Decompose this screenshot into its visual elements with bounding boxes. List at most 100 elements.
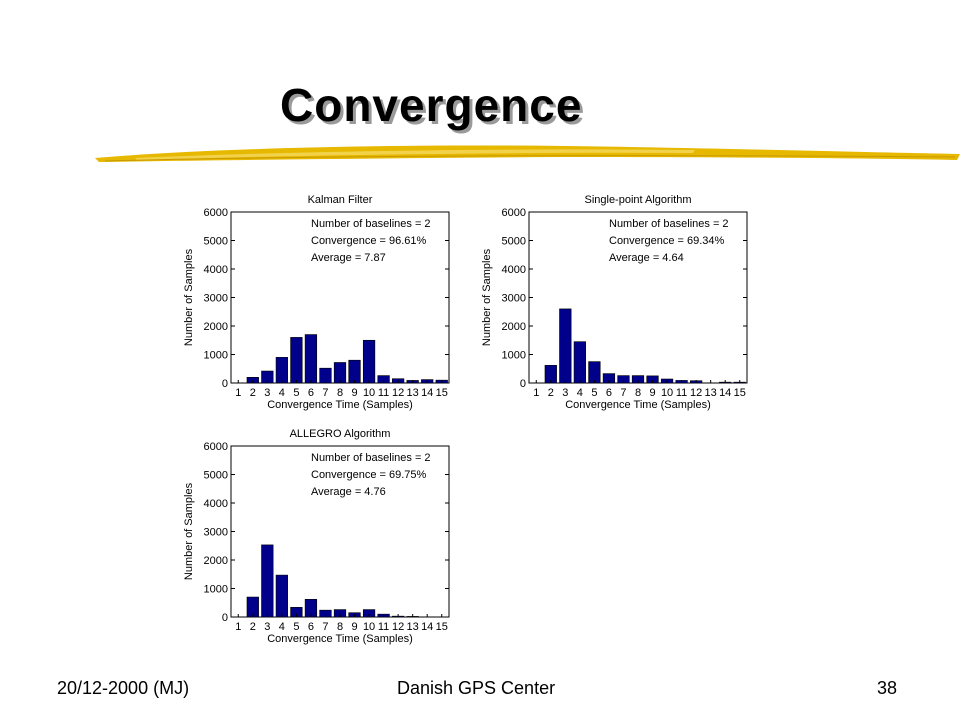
x-tick-label: 12 <box>690 387 702 399</box>
chart-single-point: Single-point Algorithm 0 1000 2000 3000 4000 5… <box>478 186 758 423</box>
bar <box>348 359 361 384</box>
annotation-text: Average = 7.87 <box>311 252 386 264</box>
annotation-text: Convergence = 69.34% <box>609 235 724 247</box>
y-tick-label: 3000 <box>502 293 526 305</box>
x-tick-label: 9 <box>649 387 655 399</box>
bar <box>559 308 572 384</box>
y-tick-label: 5000 <box>204 470 228 482</box>
x-tick-label: 15 <box>436 387 448 399</box>
y-tick-label: 0 <box>222 612 228 624</box>
x-tick-label: 5 <box>293 387 299 399</box>
title-underline-swoosh <box>95 145 960 162</box>
y-tick-label: 5000 <box>502 236 526 248</box>
annotation-text: Convergence = 96.61% <box>311 235 426 247</box>
x-tick-label: 3 <box>562 387 568 399</box>
y-axis-label: Number of Samples <box>481 248 493 346</box>
chart-title: ALLEGRO Algorithm <box>290 428 391 440</box>
x-tick-label: 10 <box>661 387 673 399</box>
bar <box>362 339 376 384</box>
plot-frame <box>230 211 450 384</box>
bar <box>333 362 347 384</box>
y-tick-label: 6000 <box>204 441 228 453</box>
y-tick-label: 6000 <box>204 207 228 219</box>
chart-allegro: ALLEGRO Algorithm 0 1000 2000 3000 4000 5000 60… <box>180 420 460 657</box>
bar <box>304 334 318 384</box>
x-tick-label: 4 <box>279 621 285 633</box>
x-tick-label: 11 <box>378 621 389 633</box>
annotation-text: Average = 4.64 <box>609 252 684 264</box>
y-tick-label: 2000 <box>204 555 228 567</box>
x-tick-label: 12 <box>392 621 404 633</box>
x-tick-label: 8 <box>635 387 641 399</box>
x-tick-label: 9 <box>351 387 357 399</box>
y-tick-label: 4000 <box>204 264 228 276</box>
x-tick-label: 13 <box>407 621 419 633</box>
y-tick-label: 3000 <box>204 527 228 539</box>
y-tick-label: 5000 <box>204 236 228 248</box>
bar <box>275 574 288 618</box>
footer-date: 20/12-2000 (MJ) <box>57 678 190 698</box>
annotation-text: Average = 4.76 <box>311 486 386 498</box>
bar <box>261 544 274 618</box>
x-axis-label: Convergence Time (Samples) <box>267 399 413 411</box>
x-tick-label: 14 <box>421 387 433 399</box>
y-tick-label: 3000 <box>204 293 228 305</box>
x-tick-label: 13 <box>407 387 419 399</box>
x-tick-label: 3 <box>264 621 270 633</box>
slide-title: Convergence <box>280 79 583 131</box>
bar <box>290 337 303 384</box>
x-tick-label: 1 <box>235 387 241 399</box>
y-axis-label: Number of Samples <box>183 248 195 346</box>
x-tick-label: 7 <box>322 387 328 399</box>
x-tick-label: 11 <box>676 387 687 399</box>
x-tick-label: 4 <box>577 387 583 399</box>
x-tick-label: 5 <box>591 387 597 399</box>
x-tick-label: 15 <box>436 621 448 633</box>
annotation-text: Number of baselines = 2 <box>311 452 431 464</box>
x-tick-label: 5 <box>293 621 299 633</box>
footer-page-number: 38 <box>877 678 898 698</box>
x-tick-label: 11 <box>378 387 389 399</box>
y-tick-label: 1000 <box>502 350 526 362</box>
y-axis-label: Number of Samples <box>183 482 195 580</box>
y-tick-label: 4000 <box>204 498 228 510</box>
bar <box>573 341 586 384</box>
x-tick-label: 7 <box>322 621 328 633</box>
annotation-text: Convergence = 69.75% <box>311 469 426 481</box>
x-tick-label: 6 <box>606 387 612 399</box>
x-tick-label: 1 <box>533 387 539 399</box>
x-tick-label: 2 <box>250 387 256 399</box>
footer-center-name: Danish GPS Center <box>397 678 556 698</box>
x-tick-label: 2 <box>548 387 554 399</box>
x-tick-label: 8 <box>337 387 343 399</box>
y-tick-label: 1000 <box>204 584 228 596</box>
y-tick-label: 2000 <box>204 321 228 333</box>
x-tick-label: 15 <box>734 387 746 399</box>
x-tick-label: 6 <box>308 387 314 399</box>
x-tick-label: 6 <box>308 621 314 633</box>
chart-title: Single-point Algorithm <box>584 194 691 206</box>
annotation-text: Number of baselines = 2 <box>609 218 729 230</box>
x-tick-label: 12 <box>392 387 404 399</box>
y-tick-label: 2000 <box>502 321 526 333</box>
y-tick-label: 0 <box>520 378 526 390</box>
x-tick-label: 7 <box>620 387 626 399</box>
bar <box>588 361 601 384</box>
x-axis-label: Convergence Time (Samples) <box>565 399 711 411</box>
x-tick-label: 9 <box>351 621 357 633</box>
y-tick-label: 6000 <box>502 207 526 219</box>
chart-title: Kalman Filter <box>308 194 373 206</box>
x-tick-label: 10 <box>363 621 375 633</box>
bar <box>275 357 288 384</box>
x-tick-label: 4 <box>279 387 285 399</box>
x-tick-label: 8 <box>337 621 343 633</box>
annotation-text: Number of baselines = 2 <box>311 218 431 230</box>
x-axis-label: Convergence Time (Samples) <box>267 633 413 645</box>
x-tick-label: 10 <box>363 387 375 399</box>
chart-kalman-filter: Kalman Filter 0 1000 2000 3000 4000 5000 6000 1 2… <box>180 186 460 423</box>
x-tick-label: 2 <box>250 621 256 633</box>
x-tick-label: 14 <box>719 387 731 399</box>
x-tick-label: 1 <box>235 621 241 633</box>
x-tick-label: 3 <box>264 387 270 399</box>
y-tick-label: 0 <box>222 378 228 390</box>
